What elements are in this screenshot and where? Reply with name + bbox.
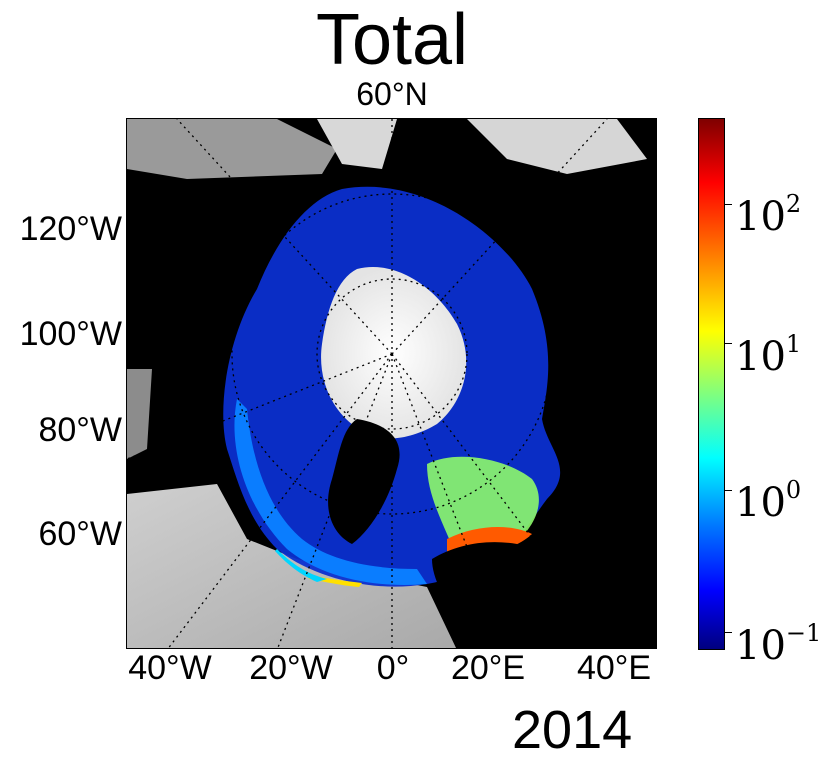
colorbar-tick bbox=[724, 632, 732, 633]
lon-label-0: 0° bbox=[376, 649, 410, 687]
lon-label-40e: 40°E bbox=[576, 649, 652, 687]
side-label-80w: 80°W bbox=[38, 411, 122, 449]
colorbar-label-base: 10 bbox=[735, 334, 786, 380]
colorbar-tick bbox=[724, 204, 732, 205]
greenland bbox=[328, 419, 400, 544]
side-label-120w: 120°W bbox=[19, 210, 122, 248]
scandinavia bbox=[432, 542, 521, 619]
bering-strait-grey bbox=[317, 119, 397, 169]
graticule bbox=[127, 119, 617, 648]
hudson-bay-grey bbox=[127, 369, 152, 459]
colorbar-label-1e0: 100 bbox=[735, 468, 801, 525]
map-title: Total bbox=[315, 0, 469, 80]
side-label-60w: 60°W bbox=[38, 515, 122, 553]
colorbar-tick bbox=[724, 343, 732, 344]
side-label-100w: 100°W bbox=[19, 315, 122, 353]
colorbar-tick bbox=[724, 490, 732, 491]
colorbar-label-base: 10 bbox=[735, 194, 786, 240]
polar-map-canvas bbox=[127, 119, 656, 648]
lon-label-20w: 20°W bbox=[249, 649, 333, 687]
colorbar-label-base: 10 bbox=[735, 623, 786, 669]
colorbar-label-1e2: 102 bbox=[735, 182, 801, 239]
colorbar-label-exp: 0 bbox=[785, 476, 802, 504]
sea-ice bbox=[321, 267, 467, 439]
map-subtitle: 60°N bbox=[356, 76, 428, 112]
colorbar-label-exp: 2 bbox=[785, 190, 802, 218]
year-label: 2014 bbox=[512, 700, 633, 760]
colorbar-label-exp: −1 bbox=[785, 619, 822, 647]
colorbar-label-exp: 1 bbox=[785, 330, 802, 358]
colorbar-label-1e-1: 10−1 bbox=[735, 611, 821, 668]
colorbar-label-1e1: 101 bbox=[735, 322, 801, 379]
lon-label-40w: 40°W bbox=[128, 649, 212, 687]
colorbar-label-base: 10 bbox=[735, 480, 786, 526]
north-pacific-grey bbox=[127, 119, 337, 179]
colorbar bbox=[698, 118, 725, 650]
sea-of-okhotsk-grey bbox=[467, 119, 647, 174]
lon-label-20e: 20°E bbox=[450, 649, 526, 687]
polar-map bbox=[126, 118, 657, 649]
